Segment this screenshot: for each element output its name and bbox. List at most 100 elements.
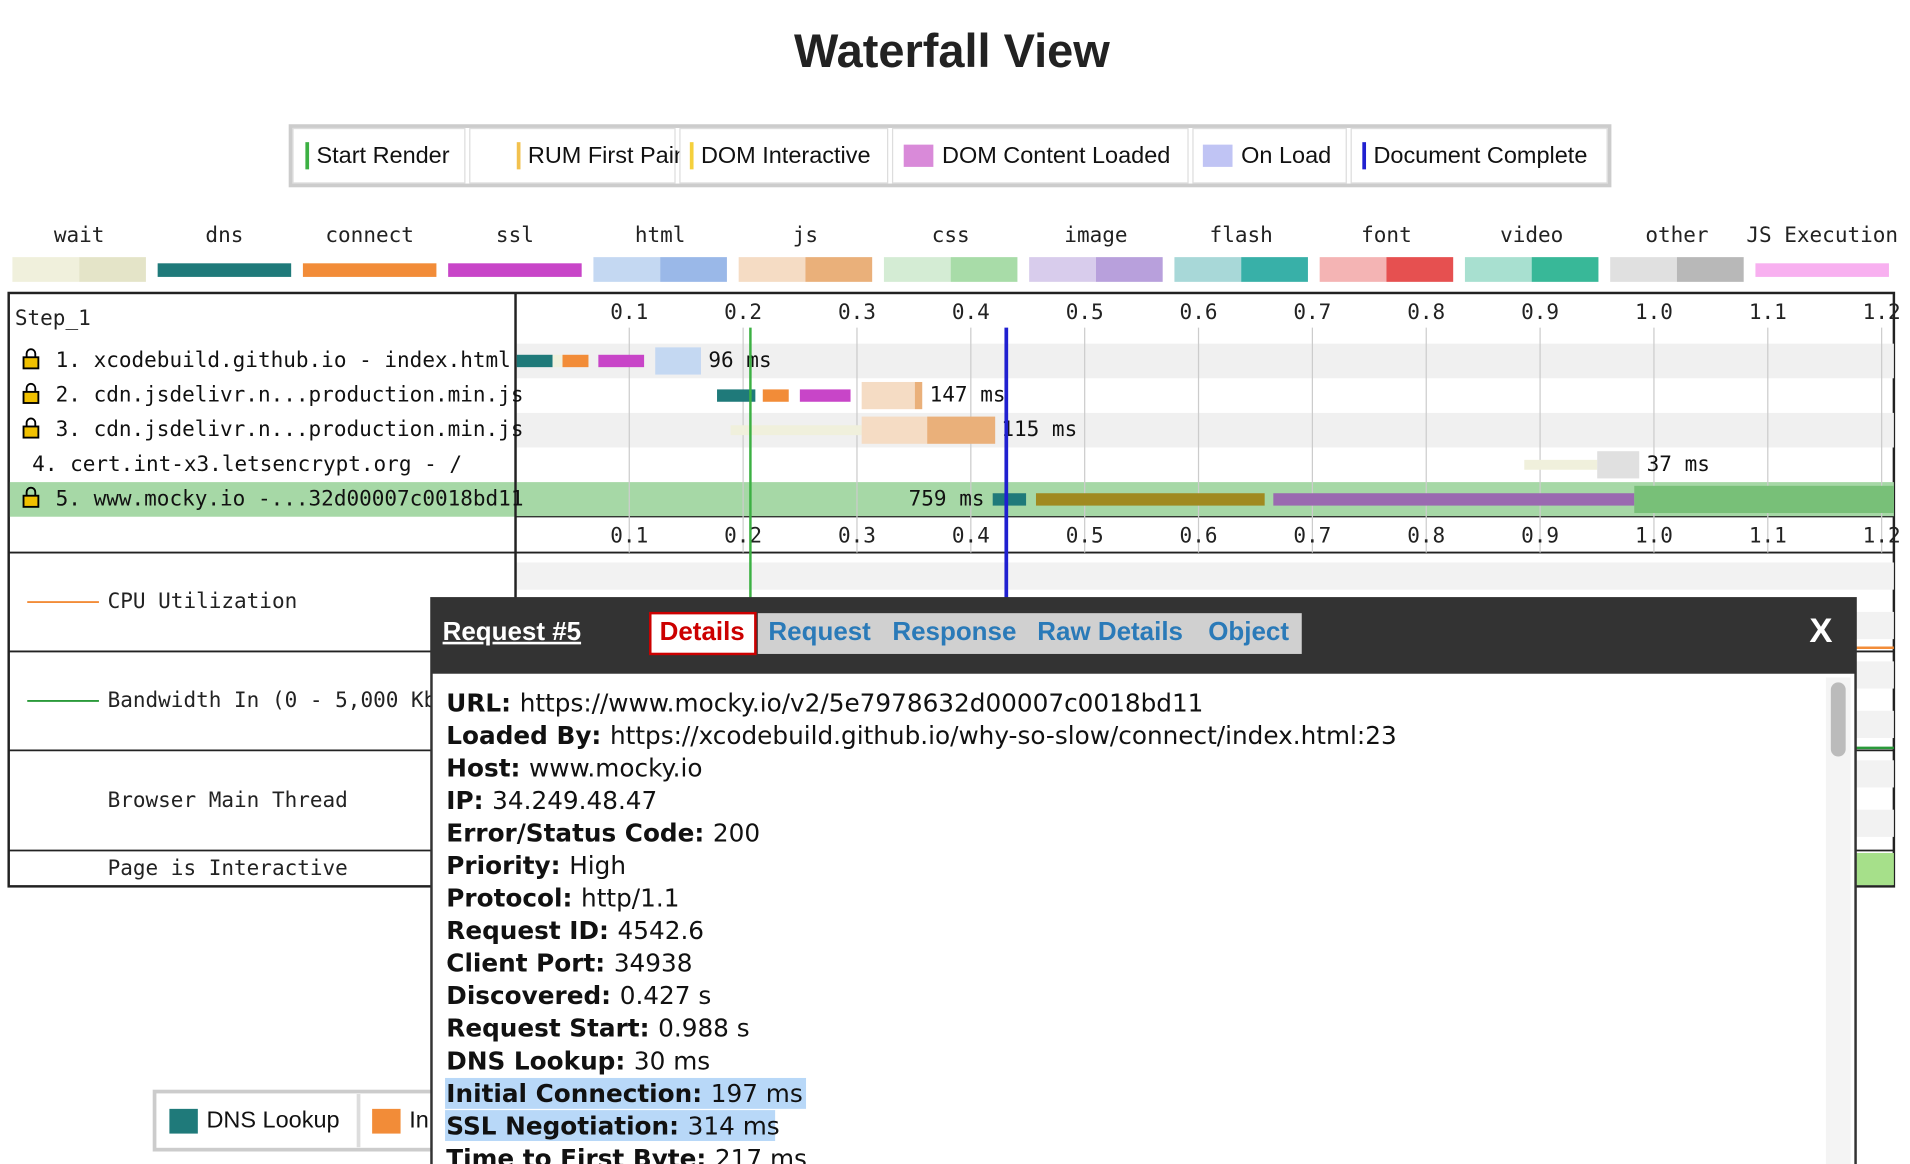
- metric-label: CPU Utilization: [108, 588, 298, 613]
- popup-tab[interactable]: Raw Details: [1037, 616, 1183, 646]
- request-bar: [598, 354, 645, 368]
- detail-field: Request Start: 0.988 s: [446, 1014, 749, 1043]
- type-swatch: [12, 257, 80, 282]
- detail-field: Time to First Byte: 217 ms: [446, 1144, 807, 1164]
- time-tick: 0.3: [838, 299, 876, 324]
- tab-active[interactable]: [649, 611, 757, 656]
- legend-cell: [891, 127, 1189, 184]
- metric-label: Browser Main Thread: [108, 787, 348, 812]
- detail-field: Protocol: http/1.1: [446, 884, 679, 913]
- request-bar: [552, 354, 563, 368]
- lock-icon: [25, 417, 37, 427]
- time-tick: 0.8: [1407, 299, 1445, 324]
- type-swatch: [1676, 257, 1744, 282]
- time-tick: 0.7: [1293, 299, 1331, 324]
- type-label: image: [1064, 222, 1127, 247]
- time-tick: 0.7: [1293, 523, 1331, 548]
- legend-label: In: [409, 1106, 429, 1132]
- request-bar: [1634, 485, 1894, 514]
- type-label: wait: [54, 222, 105, 247]
- request-bar: [717, 389, 756, 402]
- time-tick: 0.9: [1521, 299, 1559, 324]
- field-value: http/1.1: [581, 884, 679, 913]
- field-value: 0.427 s: [620, 981, 712, 1010]
- field-value: 0.988 s: [658, 1014, 750, 1043]
- field-label: SSL Negotiation:: [446, 1111, 679, 1140]
- field-label: Client Port:: [446, 949, 605, 978]
- type-swatch: [448, 263, 582, 277]
- legend-cell: [292, 127, 466, 184]
- lock-icon: [25, 348, 37, 358]
- time-tick: 0.8: [1407, 523, 1445, 548]
- popup-tab[interactable]: Details: [660, 616, 745, 646]
- request-bar: [927, 416, 996, 444]
- time-tick: 0.5: [1066, 299, 1104, 324]
- field-label: Priority:: [446, 851, 560, 880]
- type-swatch: [79, 257, 146, 282]
- popup-tab[interactable]: Response: [892, 616, 1016, 646]
- legend-cell: [1350, 127, 1608, 184]
- type-label: font: [1361, 222, 1412, 247]
- type-label: other: [1645, 222, 1708, 247]
- scrollbar-thumb[interactable]: [1830, 682, 1846, 757]
- request-bar: [562, 354, 589, 368]
- field-label: Host:: [446, 754, 520, 783]
- field-value: 197 ms: [711, 1079, 803, 1108]
- interactive-bar: [1854, 852, 1894, 886]
- time-tick: 0.3: [838, 523, 876, 548]
- field-label: DNS Lookup:: [446, 1046, 625, 1075]
- legend-swatch: [1202, 144, 1233, 167]
- selection: [445, 1077, 807, 1109]
- type-swatch: [883, 257, 951, 282]
- metric-label: Page is Interactive: [108, 855, 348, 880]
- request-bar: [1035, 493, 1265, 506]
- time-tick: 1.0: [1635, 523, 1673, 548]
- type-label: dns: [205, 222, 243, 247]
- request-label: 1. xcodebuild.github.io - index.html: [56, 347, 511, 372]
- detail-field: URL: https://www.mocky.io/v2/5e7978632d00…: [446, 689, 1203, 718]
- request-duration: 96 ms: [708, 347, 771, 372]
- type-swatch: [950, 257, 1018, 282]
- type-swatch: [1531, 257, 1599, 282]
- lock-icon: [22, 356, 40, 370]
- type-swatch: [1095, 257, 1163, 282]
- time-tick: 0.1: [610, 299, 648, 324]
- request-bar: [861, 381, 915, 410]
- time-tick: 1.0: [1635, 299, 1673, 324]
- time-tick: 0.5: [1066, 523, 1104, 548]
- legend-cell: [469, 127, 676, 184]
- field-value: 30 ms: [634, 1046, 710, 1075]
- request-bar: [655, 347, 701, 375]
- lock-icon: [22, 425, 40, 439]
- popup-tab[interactable]: Request: [768, 616, 871, 646]
- field-label: Error/Status Code:: [446, 819, 704, 848]
- detail-field: SSL Negotiation: 314 ms: [446, 1111, 779, 1140]
- request-bar: [516, 354, 553, 368]
- legend-swatch: [1362, 142, 1367, 170]
- request-bar: [1597, 451, 1640, 479]
- request-duration: 759 ms: [909, 485, 985, 510]
- legend-cell: [1192, 127, 1347, 184]
- field-value: 217 ms: [715, 1144, 807, 1164]
- step-label: Step_1: [15, 305, 91, 330]
- detail-field: DNS Lookup: 30 ms: [446, 1046, 710, 1075]
- row-bg: [516, 562, 1894, 590]
- close-button[interactable]: X: [1809, 612, 1832, 650]
- field-value: www.mocky.io: [529, 754, 702, 783]
- type-swatch: [1464, 257, 1532, 282]
- time-tick: 0.6: [1180, 299, 1218, 324]
- field-label: Loaded By:: [446, 721, 601, 750]
- metric-label: Bandwidth In (0 - 5,000 Kbp: [108, 687, 449, 712]
- row-bg: [516, 412, 1894, 448]
- detail-field: Client Port: 34938: [446, 949, 692, 978]
- detail-field: Host: www.mocky.io: [446, 754, 702, 783]
- request-label: 5. www.mocky.io -...32d00007c0018bd11: [56, 485, 524, 510]
- popup-tab[interactable]: Object: [1208, 616, 1289, 646]
- time-tick: 0.6: [1180, 523, 1218, 548]
- time-tick: 0.2: [724, 299, 762, 324]
- legend-swatch: [516, 142, 521, 170]
- request-bar: [914, 381, 923, 410]
- page-title: Waterfall View: [794, 24, 1110, 77]
